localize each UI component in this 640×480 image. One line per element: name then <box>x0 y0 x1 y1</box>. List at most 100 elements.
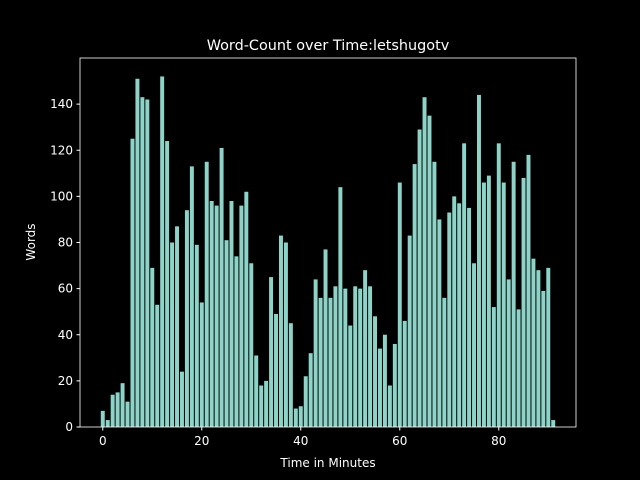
bar <box>120 383 125 427</box>
bar <box>278 235 283 427</box>
bar <box>348 325 353 427</box>
bar <box>313 279 318 427</box>
bar <box>476 94 481 428</box>
bar <box>373 316 378 427</box>
bar <box>412 164 417 427</box>
bar <box>368 286 373 427</box>
bar <box>432 161 437 427</box>
bar <box>318 297 323 427</box>
bar <box>511 161 516 427</box>
bar <box>417 129 422 427</box>
bar <box>249 263 254 427</box>
x-tick-label: 60 <box>392 434 407 448</box>
bar <box>199 302 204 427</box>
bar <box>264 380 269 427</box>
y-axis-label: Words <box>24 223 38 260</box>
bar <box>407 235 412 427</box>
bar <box>293 408 298 427</box>
bar <box>189 166 194 428</box>
bar <box>338 187 343 427</box>
bar <box>194 244 199 427</box>
bar <box>175 226 180 427</box>
bar <box>516 309 521 427</box>
y-tick-label: 100 <box>50 189 73 203</box>
bar <box>531 258 536 427</box>
bar <box>209 200 214 427</box>
bar <box>283 242 288 427</box>
bar <box>472 263 477 427</box>
bar <box>254 355 259 427</box>
bar <box>353 286 358 427</box>
bar <box>387 385 392 427</box>
bar <box>259 385 264 427</box>
bar <box>397 182 402 427</box>
x-tick-label: 80 <box>491 434 506 448</box>
bar <box>140 97 145 428</box>
bar <box>125 401 130 427</box>
bar <box>437 219 442 427</box>
x-tick-label: 20 <box>194 434 209 448</box>
bar <box>452 196 457 427</box>
bar <box>170 242 175 427</box>
bar <box>298 406 303 427</box>
bar <box>130 138 135 427</box>
bar <box>179 371 184 427</box>
bar <box>135 78 140 427</box>
bar <box>377 348 382 427</box>
bar <box>100 410 105 427</box>
bar <box>234 256 239 427</box>
bar <box>551 420 556 427</box>
bar <box>427 115 432 427</box>
bar <box>462 143 467 428</box>
y-tick-label: 20 <box>58 374 73 388</box>
bar <box>269 277 274 427</box>
bar <box>145 99 150 427</box>
bar <box>481 182 486 427</box>
bar <box>382 334 387 427</box>
bar <box>402 320 407 427</box>
bar <box>442 297 447 427</box>
bar <box>239 205 244 427</box>
bar <box>486 175 491 427</box>
bar <box>184 210 189 427</box>
bar <box>328 297 333 427</box>
bar <box>343 288 348 427</box>
bar <box>214 205 219 427</box>
y-tick-label: 0 <box>65 420 73 434</box>
y-tick-label: 140 <box>50 97 73 111</box>
y-tick-label: 80 <box>58 236 73 250</box>
bar <box>491 307 496 427</box>
bar <box>392 343 397 427</box>
bar <box>536 270 541 427</box>
x-tick-label: 40 <box>293 434 308 448</box>
bar <box>160 76 165 427</box>
x-tick-label: 0 <box>99 434 107 448</box>
y-tick-label: 120 <box>50 143 73 157</box>
bar <box>323 249 328 427</box>
bar <box>526 154 531 428</box>
bar <box>506 279 511 427</box>
bar <box>501 182 506 427</box>
bar <box>204 161 209 427</box>
bar <box>546 267 551 427</box>
bar <box>155 304 160 427</box>
bar <box>229 200 234 427</box>
bar <box>110 394 115 427</box>
bar <box>303 376 308 427</box>
y-tick-label: 40 <box>58 328 73 342</box>
bar <box>541 290 546 427</box>
chart-title: Word-Count over Time:letshugotv <box>207 38 450 54</box>
bar <box>447 212 452 427</box>
bar <box>105 420 110 427</box>
x-axis-label: Time in Minutes <box>279 456 375 470</box>
bar <box>422 97 427 428</box>
bar <box>244 191 249 427</box>
bar <box>358 288 363 427</box>
bar <box>308 353 313 427</box>
bar <box>496 143 501 428</box>
y-tick-label: 60 <box>58 282 73 296</box>
bar <box>165 141 170 427</box>
bar <box>363 270 368 427</box>
bar <box>224 240 229 427</box>
